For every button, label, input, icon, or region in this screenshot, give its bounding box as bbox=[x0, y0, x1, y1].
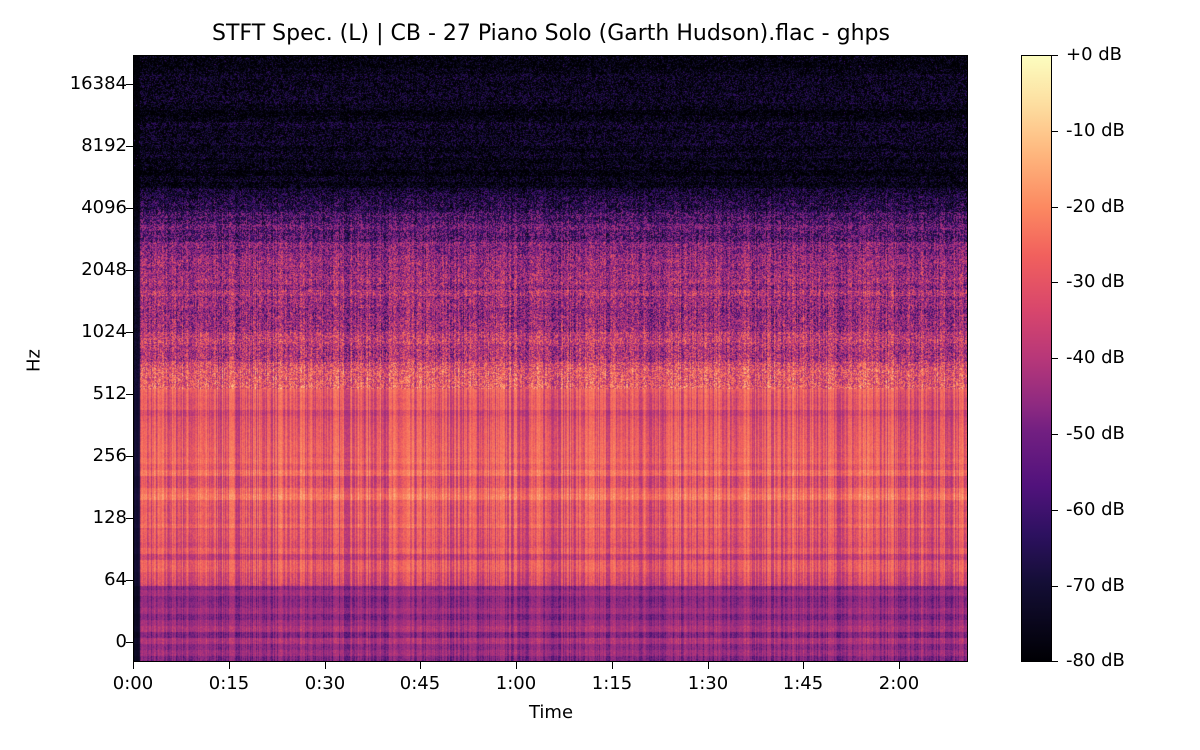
colorbar-tick-label: +0 dB bbox=[1066, 44, 1123, 65]
x-tick-label: 1:15 bbox=[591, 673, 633, 694]
y-tick-mark bbox=[126, 642, 133, 643]
y-tick-label: 128 bbox=[92, 507, 127, 528]
colorbar-tick-mark bbox=[1052, 586, 1058, 587]
x-tick-mark bbox=[229, 662, 230, 669]
colorbar-tick-label: -50 dB bbox=[1066, 423, 1125, 444]
y-tick-mark bbox=[126, 580, 133, 581]
x-tick-label: 2:00 bbox=[878, 673, 920, 694]
colorbar-tick-label: -20 dB bbox=[1066, 196, 1125, 217]
y-tick-mark bbox=[126, 394, 133, 395]
y-axis-label: Hz bbox=[23, 349, 45, 372]
y-tick-label: 4096 bbox=[81, 197, 127, 218]
y-tick-label: 512 bbox=[92, 383, 127, 404]
y-tick-label: 256 bbox=[92, 445, 127, 466]
colorbar-tick-mark bbox=[1052, 131, 1058, 132]
colorbar-tick-label: -40 dB bbox=[1066, 347, 1125, 368]
y-tick-label: 8192 bbox=[81, 135, 127, 156]
spectrogram-plot-area bbox=[133, 55, 968, 662]
colorbar-tick-mark bbox=[1052, 207, 1058, 208]
x-tick-mark bbox=[899, 662, 900, 669]
x-tick-mark bbox=[708, 662, 709, 669]
x-tick-mark bbox=[612, 662, 613, 669]
colorbar-tick-mark bbox=[1052, 358, 1058, 359]
x-tick-label: 0:30 bbox=[304, 673, 346, 694]
colorbar-tick-mark bbox=[1052, 55, 1058, 56]
colorbar-tick-label: -10 dB bbox=[1066, 120, 1125, 141]
y-tick-mark bbox=[126, 84, 133, 85]
colorbar-tick-label: -30 dB bbox=[1066, 271, 1125, 292]
x-tick-label: 0:45 bbox=[399, 673, 441, 694]
y-tick-mark bbox=[126, 456, 133, 457]
x-tick-mark bbox=[325, 662, 326, 669]
colorbar-tick-label: -70 dB bbox=[1066, 575, 1125, 596]
y-tick-label: 64 bbox=[104, 569, 127, 590]
x-tick-label: 1:30 bbox=[687, 673, 729, 694]
x-tick-label: 1:00 bbox=[495, 673, 537, 694]
x-tick-mark bbox=[516, 662, 517, 669]
x-tick-label: 0:15 bbox=[208, 673, 250, 694]
y-tick-mark bbox=[126, 518, 133, 519]
x-tick-label: 0:00 bbox=[112, 673, 154, 694]
colorbar-tick-mark bbox=[1052, 282, 1058, 283]
x-tick-label: 1:45 bbox=[782, 673, 824, 694]
colorbar-tick-mark bbox=[1052, 434, 1058, 435]
y-tick-label: 0 bbox=[115, 631, 127, 652]
y-tick-label: 1024 bbox=[81, 321, 127, 342]
x-tick-mark bbox=[420, 662, 421, 669]
colorbar bbox=[1021, 55, 1052, 662]
y-tick-label: 2048 bbox=[81, 259, 127, 280]
colorbar-tick-mark bbox=[1052, 661, 1058, 662]
y-tick-mark bbox=[126, 146, 133, 147]
chart-title: STFT Spec. (L) | CB - 27 Piano Solo (Gar… bbox=[212, 21, 890, 46]
x-tick-mark bbox=[803, 662, 804, 669]
y-tick-label: 16384 bbox=[69, 73, 127, 94]
x-tick-mark bbox=[133, 662, 134, 669]
colorbar-tick-mark bbox=[1052, 510, 1058, 511]
colorbar-tick-label: -60 dB bbox=[1066, 499, 1125, 520]
y-tick-mark bbox=[126, 332, 133, 333]
y-tick-mark bbox=[126, 270, 133, 271]
colorbar-tick-label: -80 dB bbox=[1066, 650, 1125, 671]
y-tick-mark bbox=[126, 208, 133, 209]
spectrogram-image bbox=[134, 56, 967, 661]
x-axis-label: Time bbox=[528, 702, 574, 723]
